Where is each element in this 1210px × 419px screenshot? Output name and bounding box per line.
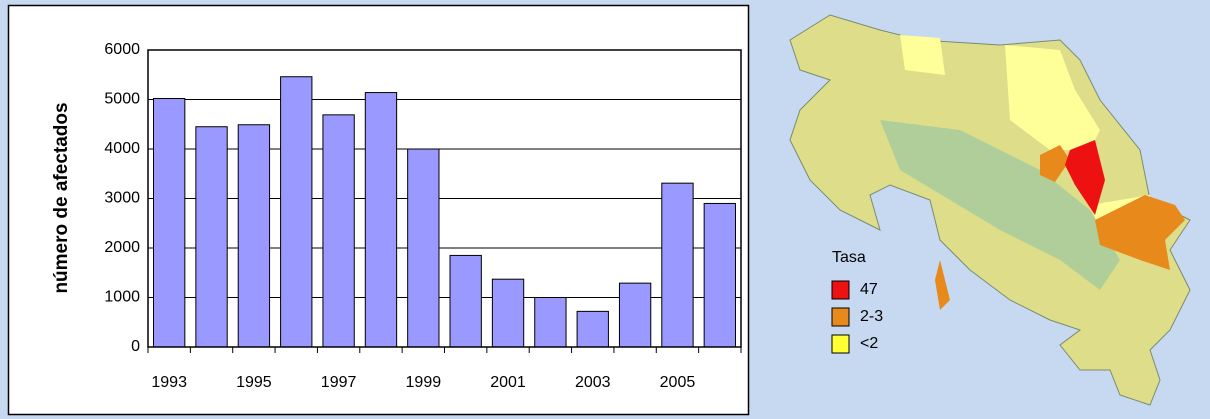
legend-title: Tasa	[832, 249, 866, 266]
bar	[535, 298, 566, 348]
x-tick-label: 1999	[406, 374, 442, 391]
page: número de afectados Tasa 0 1000 2000 3000 40…	[0, 0, 1210, 419]
bar	[619, 283, 650, 347]
y-tick-label: 0	[131, 338, 140, 355]
legend-label: 47	[860, 281, 878, 298]
bar	[323, 115, 354, 347]
legend-label: 2-3	[860, 308, 883, 325]
y-tick-label: 1000	[104, 289, 140, 306]
bar	[196, 127, 227, 347]
y-tick-label: 2000	[104, 239, 140, 256]
bar	[365, 93, 396, 347]
y-tick-label: 6000	[104, 41, 140, 58]
x-tick-label: 2003	[575, 374, 611, 391]
bar	[492, 279, 523, 347]
legend-label: <2	[860, 335, 878, 352]
y-axis-label: número de afectados	[51, 102, 72, 293]
screen: número de afectados Tasa 0 1000 2000 3000 40…	[0, 0, 1210, 419]
y-tick-label: 4000	[104, 140, 140, 157]
x-tick-label: 1995	[236, 374, 272, 391]
legend-swatch	[832, 281, 849, 299]
bar	[450, 255, 481, 347]
bar	[281, 77, 312, 347]
x-tick-label: 1993	[151, 374, 187, 391]
bar	[704, 203, 735, 347]
bar	[662, 183, 693, 347]
x-tick-label: 2001	[490, 374, 526, 391]
bar	[238, 125, 269, 347]
y-tick-label: 3000	[104, 190, 140, 207]
legend-swatch	[832, 335, 849, 353]
legend-swatch	[832, 308, 849, 326]
x-tick-label: 1997	[321, 374, 357, 391]
region-low	[900, 35, 945, 75]
bar	[154, 99, 185, 347]
x-tick-label: 2005	[660, 374, 696, 391]
bar	[577, 311, 608, 347]
y-tick-label: 5000	[104, 91, 140, 108]
bar	[408, 149, 439, 347]
